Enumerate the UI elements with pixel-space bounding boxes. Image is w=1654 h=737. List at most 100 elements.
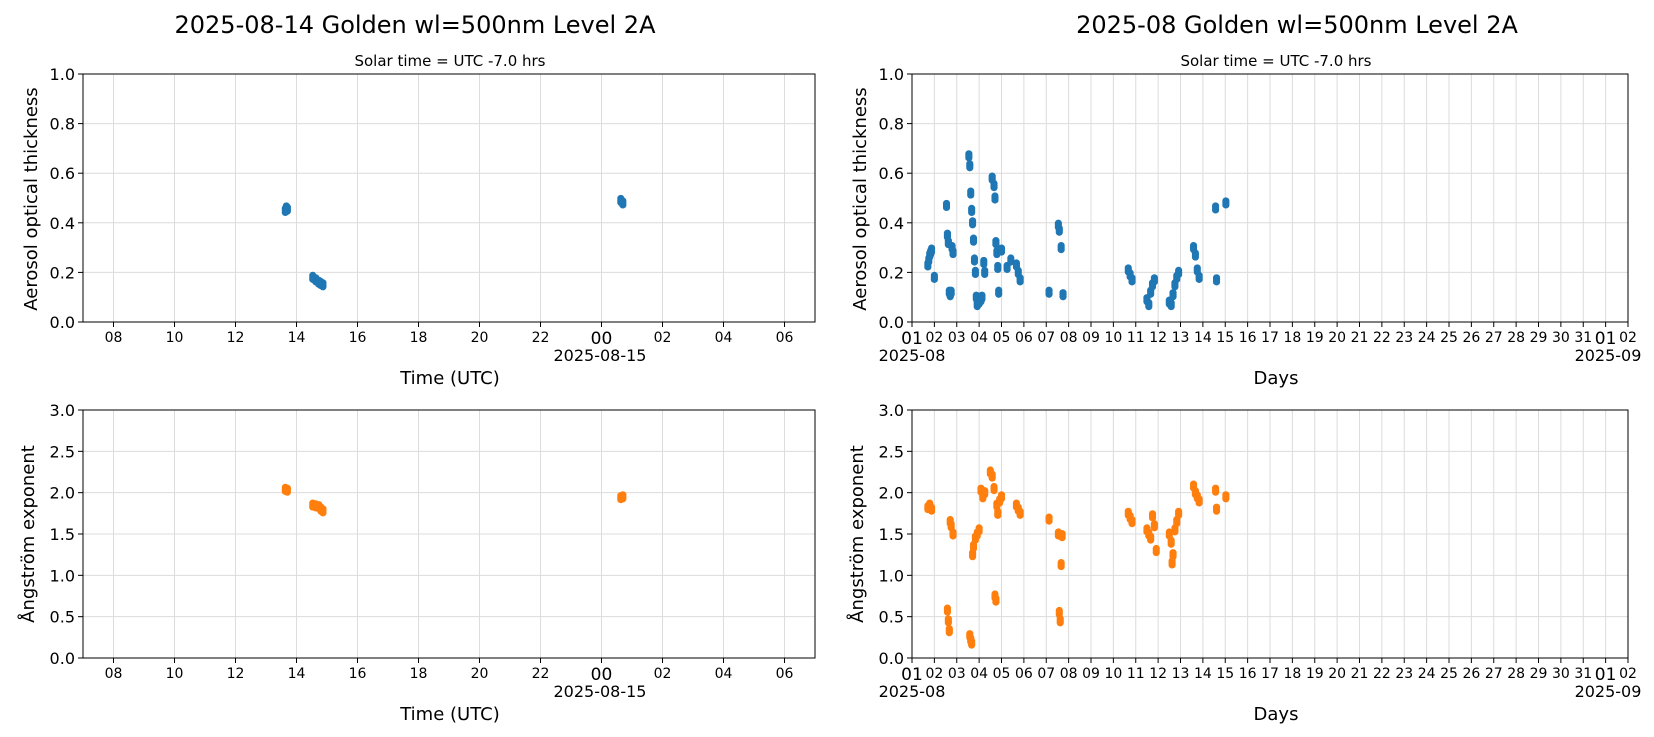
x-tick-label: 17 [1261, 330, 1279, 346]
x-tick-label: 27 [1485, 330, 1503, 346]
x-tick-label: 07 [1037, 330, 1055, 346]
data-point [1056, 619, 1064, 627]
y-tick-label: 1.0 [50, 566, 75, 585]
y-tick-label: 0.0 [50, 313, 75, 332]
y-tick-label: 0.2 [50, 263, 75, 282]
x-tick-label: 12 [227, 330, 245, 346]
plot-frame [82, 73, 816, 323]
y-tick-label: 0.4 [50, 214, 75, 233]
y-axis-label: Aerosol optical thickness [21, 87, 42, 310]
data-point [942, 203, 951, 212]
x-tick-label: 10 [1104, 666, 1122, 682]
x-tick-label: 02 [925, 666, 943, 682]
x-tick-label: 12 [1149, 330, 1167, 346]
x-tick-label: 16 [1239, 330, 1257, 346]
x-tick-label: 16 [1239, 666, 1257, 682]
data-point [980, 260, 988, 269]
x-tick-label: 12 [227, 666, 245, 682]
y-axis-label: Ångström exponent [17, 445, 39, 623]
data-point [968, 208, 976, 216]
data-point [968, 641, 976, 649]
data-points [924, 150, 1230, 311]
chart-title: 2025-08-14 Golden wl=500nm Level 2A [175, 11, 657, 39]
x-tick-label: 06 [776, 666, 794, 682]
data-point [965, 154, 973, 162]
data-point [968, 553, 977, 561]
x-tick-label: 04 [970, 330, 988, 346]
x-tick-label: 01 [901, 665, 923, 685]
y-tick-label: 2.0 [50, 484, 75, 503]
data-point [619, 201, 627, 209]
x-axis-label: Days [1254, 368, 1299, 389]
x-tick-label: 28 [1507, 330, 1525, 346]
x-tick-label: 14 [288, 330, 306, 346]
data-point [970, 258, 979, 266]
y-tick-label: 0.0 [879, 649, 904, 668]
x-tick-label: 30 [1552, 666, 1570, 682]
panel-monthly-angstrom: Days Ångström exponent 2025-08 2025-09 0… [846, 401, 1641, 725]
x-tick-label: 02 [1619, 666, 1637, 682]
x-tick-label: 16 [349, 666, 367, 682]
x-tick-label: 02 [654, 666, 672, 682]
x-tick-label: 21 [1351, 666, 1369, 682]
chart-subtitle: Solar time = UTC -7.0 hrs [1180, 52, 1371, 70]
data-point [1059, 293, 1067, 301]
x-tick-label: 08 [1060, 330, 1078, 346]
data-point [1057, 246, 1065, 254]
x-axis-month-right-label: 2025-09 [1575, 346, 1642, 365]
x-axis-label: Time (UTC) [399, 368, 500, 389]
x-axis-date-label: 2025-08-15 [554, 346, 647, 365]
x-tick-label: 22 [532, 330, 550, 346]
data-point [1195, 275, 1203, 283]
data-point [1148, 514, 1157, 522]
x-tick-label: 08 [1060, 666, 1078, 682]
x-tick-label: 08 [105, 666, 123, 682]
data-points [281, 194, 627, 291]
data-point [949, 532, 957, 540]
data-point [1150, 524, 1158, 532]
x-tick-label: 24 [1418, 330, 1436, 346]
x-tick-label: 18 [410, 330, 428, 346]
x-tick-label: 04 [970, 666, 988, 682]
x-tick-label: 27 [1485, 666, 1503, 682]
x-tick-label: 24 [1418, 666, 1436, 682]
data-point [990, 184, 998, 192]
x-tick-label: 22 [1373, 330, 1391, 346]
data-point [283, 488, 291, 496]
x-tick-label: 18 [410, 666, 428, 682]
data-point [283, 207, 291, 215]
data-point [997, 248, 1006, 256]
x-tick-label: 18 [1283, 330, 1301, 346]
data-point [1222, 201, 1230, 209]
x-tick-label: 22 [1373, 666, 1391, 682]
data-point [619, 495, 627, 503]
x-tick-label: 10 [166, 330, 184, 346]
x-tick-label: 01 [1595, 329, 1617, 349]
grid [911, 409, 1629, 659]
x-tick-label: 09 [1082, 666, 1100, 682]
data-point [1191, 253, 1200, 261]
x-tick-label: 11 [1127, 330, 1145, 346]
x-tick-label: 10 [166, 666, 184, 682]
chart-title: 2025-08 Golden wl=500nm Level 2A [1076, 11, 1518, 39]
grid [83, 409, 815, 659]
data-point [1128, 278, 1136, 286]
x-tick-label: 31 [1574, 330, 1592, 346]
x-tick-label: 08 [105, 330, 123, 346]
x-axis-month-right-label: 2025-09 [1575, 682, 1642, 701]
y-tick-label: 0.0 [50, 649, 75, 668]
data-point [1175, 511, 1183, 519]
y-tick-label: 0.8 [879, 115, 904, 134]
x-axis-month-left-label: 2025-08 [879, 346, 946, 365]
data-point [927, 248, 936, 256]
y-tick-label: 2.5 [879, 442, 904, 461]
data-point [1150, 278, 1158, 286]
y-tick-label: 0.2 [879, 263, 904, 282]
y-tick-label: 1.5 [50, 525, 75, 544]
x-axis-label: Days [1254, 704, 1299, 725]
x-tick-label: 01 [901, 329, 923, 349]
data-point [971, 270, 979, 278]
grid [83, 73, 815, 323]
data-point [947, 290, 955, 298]
data-point [1045, 290, 1053, 298]
